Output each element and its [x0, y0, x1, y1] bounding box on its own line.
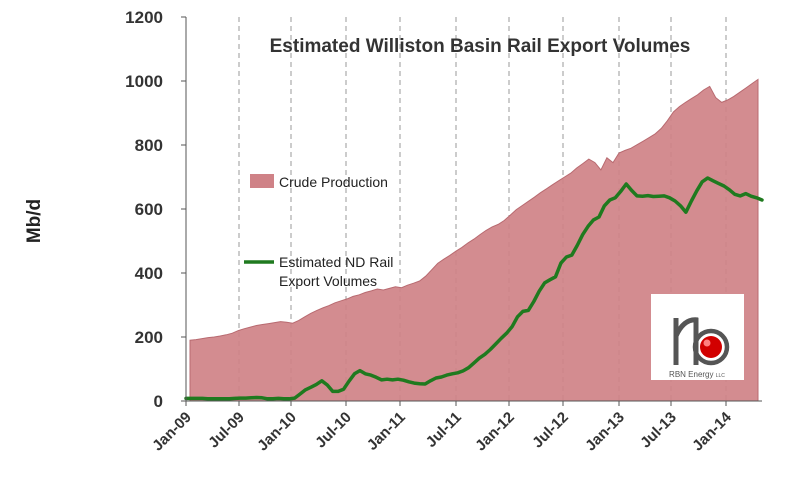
x-tick-label-6: Jan-12 — [472, 409, 518, 455]
x-tick-label-4: Jan-11 — [364, 409, 409, 454]
y-tick-label-800: 800 — [135, 136, 163, 155]
legend: Crude Production Estimated ND Rail Expor… — [244, 174, 393, 289]
x-tick-label-8: Jan-13 — [582, 409, 628, 455]
legend-label-rail-export-line1: Estimated ND Rail — [279, 254, 393, 270]
x-tick-label-1: Jul-09 — [205, 409, 248, 452]
x-tick-labels: Jan-09 Jul-09 Jan-10 Jul-10 Jan-11 Jul-11 Jan-… — [149, 408, 735, 454]
x-tick-label-5: Jul-11 — [423, 409, 465, 451]
crude-production-area-layer — [189, 78, 759, 402]
rail-export-line — [184, 176, 764, 401]
y-tick-labels: 0 200 400 600 800 1000 1200 — [125, 8, 163, 411]
crude-production-area — [189, 78, 759, 402]
y-axis-label: Mb/d — [24, 199, 45, 243]
y-tick-label-0: 0 — [154, 392, 163, 411]
logo-rb-glyph — [673, 317, 730, 366]
legend-label-rail-export-line2: Export Volumes — [279, 273, 377, 289]
y-tick-label-600: 600 — [135, 200, 163, 219]
rbn-energy-logo: RBN Energy LLC — [651, 294, 744, 380]
x-tick-label-2: Jan-10 — [254, 409, 300, 455]
chart-title: Estimated Williston Basin Rail Export Vo… — [270, 36, 691, 57]
y-tick-label-1200: 1200 — [125, 8, 163, 27]
y-tick-label-200: 200 — [135, 328, 163, 347]
x-tick-label-7: Jul-12 — [529, 409, 572, 452]
x-tick-label-3: Jul-10 — [312, 409, 355, 452]
x-tick-label-0: Jan-09 — [149, 409, 195, 455]
x-tick-label-9: Jul-13 — [637, 409, 680, 452]
x-tick-label-10: Jan-14 — [689, 408, 735, 454]
legend-swatch-crude-production — [250, 174, 274, 188]
rail-export-line-layer — [184, 176, 764, 401]
y-tick-label-400: 400 — [135, 264, 163, 283]
axes — [181, 16, 762, 406]
y-tick-label-1000: 1000 — [125, 72, 163, 91]
logo-brand-text: RBN Energy LLC — [669, 370, 725, 379]
legend-label-crude-production: Crude Production — [279, 174, 388, 190]
